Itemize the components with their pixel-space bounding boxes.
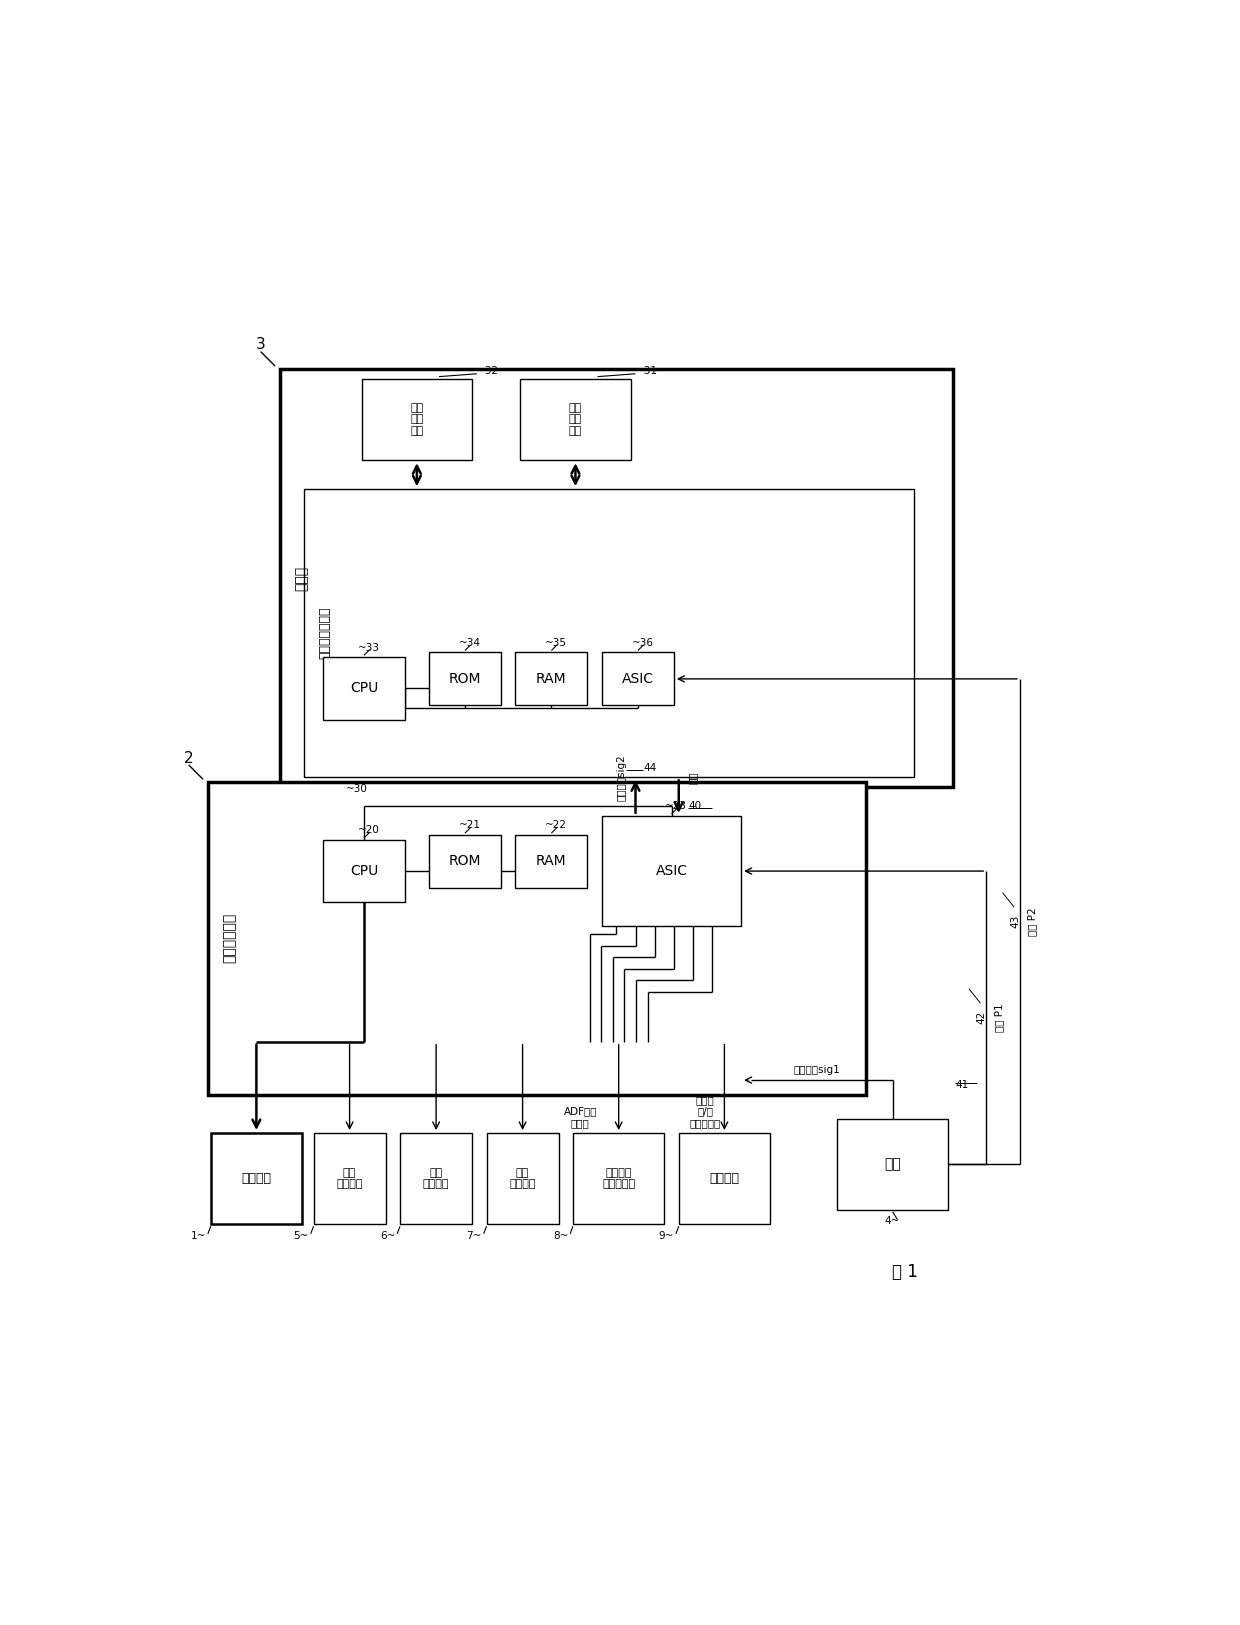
- Text: 40: 40: [688, 801, 702, 811]
- Text: 42: 42: [976, 1011, 987, 1024]
- Bar: [401, 1133, 472, 1224]
- Text: 第一返回
因素传感器: 第一返回 因素传感器: [603, 1168, 635, 1190]
- Bar: [601, 816, 742, 926]
- Text: 发动机控制单元: 发动机控制单元: [319, 608, 331, 660]
- Text: ~21: ~21: [459, 821, 481, 830]
- Text: ~22: ~22: [546, 821, 567, 830]
- Bar: [486, 1133, 558, 1224]
- Bar: [516, 835, 588, 887]
- Bar: [314, 1133, 386, 1224]
- Text: ~32: ~32: [477, 366, 498, 375]
- Text: 图 1: 图 1: [892, 1263, 918, 1280]
- Text: 9~: 9~: [658, 1230, 675, 1242]
- Text: ADF文档
的检测: ADF文档 的检测: [563, 1107, 596, 1128]
- Text: ~23: ~23: [666, 801, 687, 811]
- Text: ~31: ~31: [635, 366, 657, 375]
- Text: 操作面板: 操作面板: [242, 1172, 272, 1185]
- Text: 第一
外部接口: 第一 外部接口: [336, 1168, 363, 1190]
- Text: 6~: 6~: [379, 1230, 396, 1242]
- Text: 控制信号sig1: 控制信号sig1: [794, 1066, 841, 1076]
- Bar: [573, 1133, 665, 1224]
- Text: 图像
输出
单元: 图像 输出 单元: [410, 403, 424, 436]
- Text: 系统控制单元: 系统控制单元: [222, 913, 236, 964]
- Bar: [601, 653, 675, 705]
- Text: ~30: ~30: [346, 783, 368, 795]
- Text: 第二
外部接口: 第二 外部接口: [423, 1168, 449, 1190]
- Bar: [837, 1118, 947, 1211]
- Text: 4~: 4~: [885, 1217, 900, 1227]
- Text: 指令: 指令: [688, 772, 698, 783]
- Text: RAM: RAM: [536, 855, 567, 868]
- Bar: [211, 1133, 303, 1224]
- Bar: [208, 782, 867, 1095]
- Text: 44: 44: [644, 762, 656, 774]
- Text: 图像
输入
单元: 图像 输入 单元: [569, 403, 582, 436]
- Text: ROM: ROM: [449, 671, 481, 686]
- Text: 7~: 7~: [466, 1230, 481, 1242]
- Bar: [516, 653, 588, 705]
- Text: 电源: 电源: [884, 1157, 901, 1172]
- Text: CPU: CPU: [350, 864, 378, 878]
- Bar: [280, 369, 952, 786]
- Bar: [324, 840, 404, 902]
- Text: 压力板
开/关
状态的检测: 压力板 开/关 状态的检测: [689, 1095, 720, 1128]
- Text: ~33: ~33: [358, 642, 379, 653]
- Text: 电能 P2: 电能 P2: [1028, 907, 1038, 936]
- Text: 2: 2: [184, 751, 193, 765]
- Bar: [429, 835, 501, 887]
- Text: 5~: 5~: [294, 1230, 309, 1242]
- Bar: [521, 379, 631, 460]
- Text: ~35: ~35: [546, 639, 567, 648]
- Text: 操作面板: 操作面板: [709, 1172, 739, 1185]
- Text: 8~: 8~: [553, 1230, 568, 1242]
- Text: ASIC: ASIC: [656, 864, 687, 878]
- Bar: [429, 653, 501, 705]
- Text: ROM: ROM: [449, 855, 481, 868]
- Text: 电能 P1: 电能 P1: [993, 1003, 1003, 1032]
- Text: RAM: RAM: [536, 671, 567, 686]
- Text: 3: 3: [255, 338, 265, 353]
- Text: CPU: CPU: [350, 681, 378, 696]
- Text: 1~: 1~: [191, 1230, 206, 1242]
- Text: 41: 41: [956, 1081, 968, 1090]
- Bar: [362, 379, 472, 460]
- Text: 43: 43: [1011, 915, 1021, 928]
- Bar: [324, 656, 404, 720]
- Text: ~34: ~34: [459, 639, 481, 648]
- Text: ~36: ~36: [631, 639, 653, 648]
- Text: 通知信号sig2: 通知信号sig2: [616, 754, 626, 801]
- Text: ASIC: ASIC: [622, 671, 653, 686]
- Text: 发动机: 发动机: [294, 566, 308, 590]
- Text: ~20: ~20: [358, 826, 379, 835]
- Bar: [678, 1133, 770, 1224]
- Text: 第三
外部接口: 第三 外部接口: [510, 1168, 536, 1190]
- Bar: [304, 489, 914, 777]
